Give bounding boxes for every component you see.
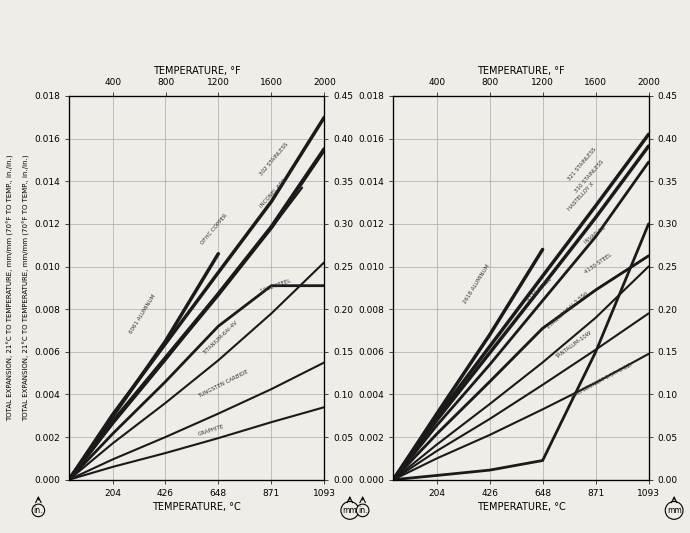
Text: in.: in.: [34, 506, 43, 515]
Text: TITANIUM-6Al-4V: TITANIUM-6Al-4V: [202, 320, 239, 356]
Text: 1018 STEEL: 1018 STEEL: [259, 278, 291, 294]
Text: OFHC COPPER: OFHC COPPER: [199, 212, 228, 245]
Text: in.: in.: [358, 506, 367, 515]
Text: mm: mm: [342, 506, 357, 515]
Text: TUNGSTEN CARBIDE: TUNGSTEN CARBIDE: [197, 369, 249, 399]
Text: MOLYBDENUM-0.5Ti-0.8Zr: MOLYBDENUM-0.5Ti-0.8Zr: [569, 361, 634, 399]
Text: GRAPHITE: GRAPHITE: [197, 424, 225, 437]
Text: INVAR 36: INVAR 36: [584, 225, 607, 245]
Text: TITANIUM-5Al-2.5Sn: TITANIUM-5Al-2.5Sn: [546, 290, 589, 330]
Text: 302 STAINLESS: 302 STAINLESS: [259, 142, 290, 177]
X-axis label: TEMPERATURE, °F: TEMPERATURE, °F: [153, 66, 240, 76]
X-axis label: TEMPERATURE, °C: TEMPERATURE, °C: [152, 502, 241, 512]
Text: 6061 ALUMINUM: 6061 ALUMINUM: [128, 294, 157, 335]
Text: 321 STAINLESS: 321 STAINLESS: [567, 146, 598, 181]
Text: mm: mm: [667, 506, 682, 515]
Text: 4130 STEEL: 4130 STEEL: [584, 253, 613, 275]
Text: TOTAL EXPANSION, 21°C TO TEMPERATURE, mm/mm (70°F TO TEMP., in./in.): TOTAL EXPANSION, 21°C TO TEMPERATURE, mm…: [7, 155, 14, 421]
Text: TANTALUM-10W: TANTALUM-10W: [555, 331, 593, 360]
Text: 2618 ALUMINUM: 2618 ALUMINUM: [462, 264, 491, 305]
Text: 310 STAINLESS: 310 STAINLESS: [574, 159, 605, 194]
Text: 4130 STEEL: 4130 STEEL: [526, 277, 553, 303]
X-axis label: TEMPERATURE, °F: TEMPERATURE, °F: [477, 66, 564, 76]
Y-axis label: TOTAL EXPANSION, 21°C TO TEMPERATURE, mm/mm (70°F TO TEMP., in./in.): TOTAL EXPANSION, 21°C TO TEMPERATURE, mm…: [23, 155, 30, 421]
X-axis label: TEMPERATURE, °C: TEMPERATURE, °C: [477, 502, 565, 512]
Text: HASTELLOY X: HASTELLOY X: [567, 182, 595, 212]
Text: INCONEL 600: INCONEL 600: [259, 179, 288, 209]
